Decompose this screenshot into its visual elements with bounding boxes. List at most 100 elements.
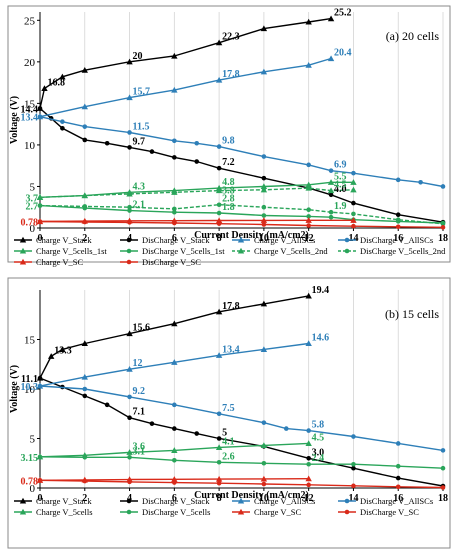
data-label: 14.6 bbox=[312, 332, 330, 343]
data-point bbox=[351, 223, 356, 229]
data-label: 12 bbox=[133, 358, 143, 369]
data-point bbox=[37, 375, 43, 381]
y-tick-label: 25 bbox=[24, 15, 36, 27]
data-point bbox=[82, 219, 88, 225]
data-point bbox=[418, 180, 423, 185]
data-label: 4.5 bbox=[334, 180, 347, 191]
data-point bbox=[149, 149, 155, 154]
data-point bbox=[261, 420, 267, 425]
data-point bbox=[260, 300, 268, 307]
legend-item: Charge V_SC bbox=[14, 257, 83, 267]
x-tick-label: 0 bbox=[38, 233, 43, 244]
data-point bbox=[81, 66, 88, 73]
data-label: 25.2 bbox=[334, 8, 352, 19]
legend-label: DisCharge V_Stack bbox=[142, 235, 210, 245]
data-point bbox=[305, 184, 312, 191]
legend-item: DisCharge V_AllSCs bbox=[338, 496, 433, 506]
data-label: 2.8 bbox=[222, 194, 235, 205]
data-point bbox=[306, 461, 311, 467]
x-tick-label: 6 bbox=[172, 493, 177, 504]
legend-item: DisCharge V_Stack bbox=[120, 496, 210, 506]
series-discharge-v-allscs bbox=[37, 114, 446, 189]
data-point bbox=[305, 181, 312, 188]
data-point bbox=[127, 455, 132, 460]
data-point bbox=[305, 340, 312, 347]
data-point bbox=[306, 482, 311, 488]
data-point bbox=[216, 411, 222, 417]
data-point bbox=[126, 94, 133, 101]
series-discharge-v-stack bbox=[37, 375, 446, 489]
series-charge-v-5cells-2nd bbox=[36, 184, 357, 200]
y-tick-label: 0 bbox=[30, 483, 36, 495]
data-point bbox=[171, 86, 178, 93]
data-point bbox=[440, 485, 446, 490]
x-tick-label: 10 bbox=[259, 493, 269, 504]
data-label: 5 bbox=[222, 428, 227, 439]
data-label: 2.6 bbox=[222, 451, 235, 462]
data-point bbox=[351, 465, 356, 471]
chart-title: (a) 20 cells bbox=[386, 29, 440, 43]
data-point bbox=[127, 145, 132, 150]
legend-marker bbox=[19, 508, 27, 515]
y-axis-label: Voltage (V) bbox=[9, 96, 20, 144]
data-label: 16.8 bbox=[47, 77, 65, 88]
data-point bbox=[171, 189, 178, 195]
legend-label: Charge V_SC bbox=[36, 257, 83, 267]
data-point bbox=[172, 138, 177, 144]
data-point bbox=[261, 222, 267, 227]
data-point bbox=[171, 447, 178, 453]
data-label: 7.2 bbox=[222, 157, 235, 168]
data-point bbox=[215, 76, 223, 83]
legend-label: Charge V_5cells_2nd bbox=[254, 246, 328, 256]
x-tick-label: 16 bbox=[393, 233, 403, 244]
legend-marker bbox=[126, 498, 132, 504]
data-label: 1.8 bbox=[222, 202, 235, 213]
data-point bbox=[395, 484, 401, 490]
data-point bbox=[440, 225, 446, 230]
x-axis-label: Current Density (mA/cm2) bbox=[194, 490, 309, 501]
chart-title: (b) 15 cells bbox=[385, 307, 439, 321]
data-point bbox=[216, 459, 222, 465]
data-point bbox=[37, 106, 43, 111]
data-point bbox=[261, 481, 267, 487]
panel-border bbox=[7, 5, 451, 263]
data-point bbox=[81, 103, 88, 110]
data-label: 5.8 bbox=[312, 420, 325, 431]
y-axis-label: Voltage (V) bbox=[9, 365, 20, 413]
data-point bbox=[149, 421, 155, 426]
data-label: 15.7 bbox=[133, 87, 151, 98]
legend-item: Charge V_Stack bbox=[14, 235, 92, 245]
legend-label: DisCharge V_5cells bbox=[142, 507, 210, 517]
data-point bbox=[395, 177, 401, 183]
data-label: 0.78 bbox=[21, 476, 39, 487]
data-point bbox=[440, 465, 446, 471]
data-label: 17.8 bbox=[222, 69, 240, 80]
data-point bbox=[215, 217, 223, 224]
data-point bbox=[395, 463, 401, 469]
data-point bbox=[127, 394, 132, 400]
x-tick-label: 16 bbox=[393, 493, 403, 504]
data-point bbox=[126, 58, 133, 65]
data-point bbox=[327, 187, 335, 194]
data-point bbox=[59, 73, 66, 80]
data-point bbox=[82, 478, 88, 484]
legend-label: DisCharge V_5cells_1st bbox=[142, 246, 225, 256]
series-charge-v-stack bbox=[36, 292, 312, 381]
data-point bbox=[351, 483, 356, 489]
data-point bbox=[172, 426, 177, 431]
legend-label: DisCharge V_SC bbox=[142, 257, 201, 267]
data-point bbox=[395, 217, 401, 222]
data-point bbox=[171, 476, 178, 482]
data-point bbox=[81, 373, 88, 380]
legend-item: DisCharge V_5cells bbox=[120, 507, 210, 517]
legend-label: Charge V_AllSCs bbox=[254, 235, 315, 245]
series-charge-v-allscs bbox=[36, 55, 335, 120]
legend-item: DisCharge V_5cells_1st bbox=[120, 246, 225, 256]
data-label: 4.5 bbox=[312, 432, 325, 443]
data-point bbox=[260, 217, 268, 223]
series-line bbox=[39, 377, 444, 487]
data-point bbox=[351, 461, 356, 467]
data-point bbox=[60, 126, 65, 131]
legend-label: Charge V_SC bbox=[254, 507, 301, 517]
data-label: 3.6 bbox=[133, 441, 146, 452]
